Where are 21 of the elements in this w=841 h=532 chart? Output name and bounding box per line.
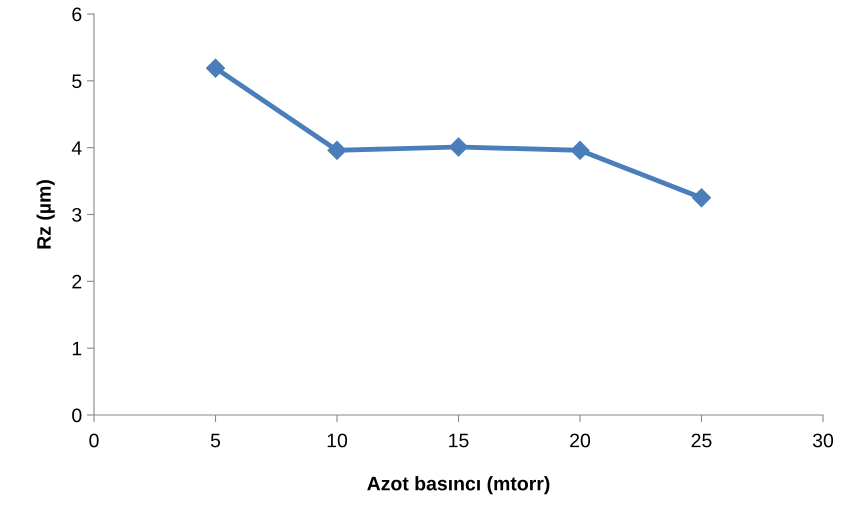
x-tick-label: 0 bbox=[89, 434, 99, 448]
point bbox=[692, 188, 712, 208]
point bbox=[448, 137, 468, 157]
point bbox=[570, 140, 590, 160]
x-tick-label: 10 bbox=[328, 434, 348, 448]
x-tick-label: 25 bbox=[692, 434, 712, 448]
y-axis-title: Rz (µm) bbox=[36, 180, 55, 249]
point bbox=[206, 58, 226, 78]
y-tick-label: 2 bbox=[72, 274, 82, 288]
x-tick-label: 20 bbox=[570, 434, 590, 448]
x-tick-label: 15 bbox=[449, 434, 468, 448]
y-tick-label: 0 bbox=[72, 408, 82, 422]
y-tick-label: 4 bbox=[72, 141, 82, 155]
y-tick-label: 5 bbox=[72, 74, 82, 88]
y-tick-label: 6 bbox=[72, 7, 82, 22]
x-axis-title: Azot basıncı (mtorr) bbox=[367, 476, 550, 494]
x-tick-label: 30 bbox=[812, 434, 834, 448]
point bbox=[327, 140, 347, 160]
y-tick-label: 1 bbox=[72, 342, 82, 356]
y-tick-label: 3 bbox=[72, 208, 82, 222]
x-tick-label: 5 bbox=[210, 434, 220, 448]
